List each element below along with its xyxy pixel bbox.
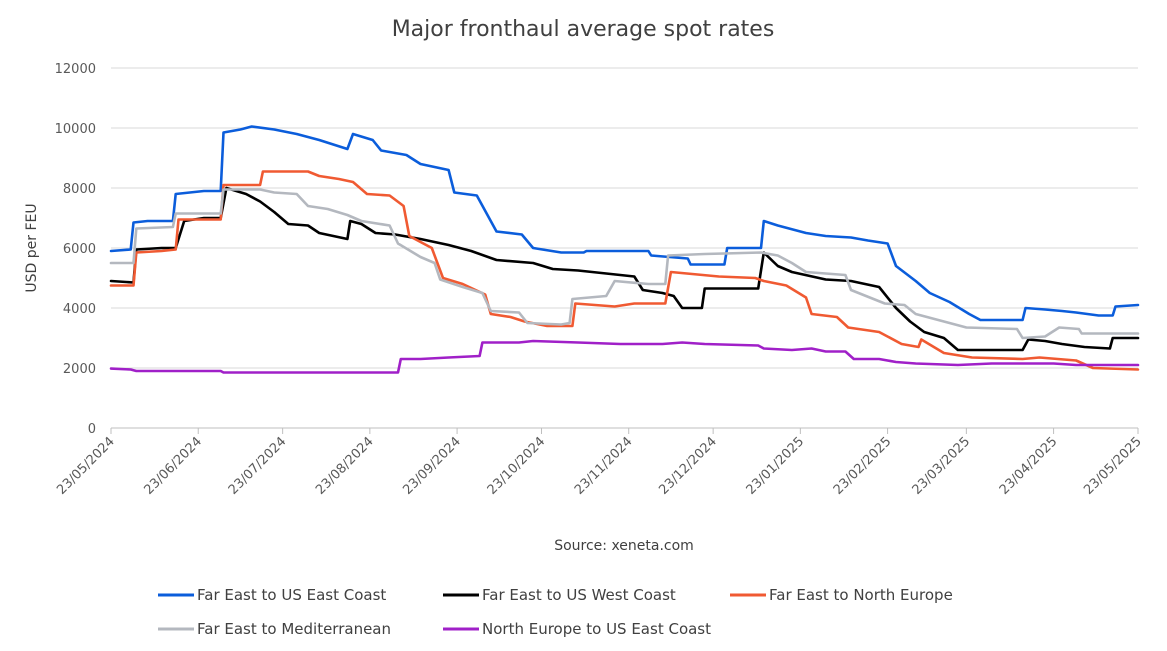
legend-label-4: North Europe to US East Coast xyxy=(482,620,711,638)
y-tick-label: 0 xyxy=(88,422,96,437)
legend-label-1: Far East to US West Coast xyxy=(482,586,676,604)
y-tick-label: 6000 xyxy=(63,242,96,257)
x-tick-label: 23/06/2024 xyxy=(141,434,205,498)
x-tick-label: 23/04/2025 xyxy=(997,434,1061,498)
y-axis-title: USD per FEU xyxy=(24,203,40,292)
y-axis: 0 2000 4000 6000 8000 10000 12000 xyxy=(55,62,96,437)
series-line-2 xyxy=(109,170,1140,371)
x-tick-label: 23/12/2024 xyxy=(656,434,720,498)
y-tick-label: 2000 xyxy=(63,362,96,377)
legend: Far East to US East Coast Far East to US … xyxy=(158,586,953,638)
source-note: Source: xeneta.com xyxy=(554,538,694,554)
x-tick-label: 23/05/2024 xyxy=(54,434,118,498)
x-tick-label: 23/11/2024 xyxy=(572,434,636,498)
y-tick-label: 4000 xyxy=(63,302,96,317)
chart-title: Major fronthaul average spot rates xyxy=(392,17,775,42)
legend-label-3: Far East to Mediterranean xyxy=(197,620,391,638)
series-line-3 xyxy=(109,188,1140,340)
x-tick-label: 23/05/2025 xyxy=(1081,434,1145,498)
y-tick-label: 8000 xyxy=(63,182,96,197)
legend-label-2: Far East to North Europe xyxy=(769,586,953,604)
gridlines xyxy=(111,67,1138,429)
y-tick-label: 10000 xyxy=(55,122,96,137)
series-lines xyxy=(109,125,1140,374)
x-tick-label: 23/09/2024 xyxy=(400,434,464,498)
x-tick-label: 23/03/2025 xyxy=(910,434,974,498)
x-tick-label: 23/10/2024 xyxy=(485,434,549,498)
series-line-4 xyxy=(109,339,1140,374)
legend-label-0: Far East to US East Coast xyxy=(197,586,386,604)
x-tick-label: 23/01/2025 xyxy=(744,434,808,498)
series-line-0 xyxy=(109,125,1140,322)
x-axis: 23/05/2024 23/06/2024 23/07/2024 23/08/2024… xyxy=(54,427,1145,498)
y-tick-label: 12000 xyxy=(55,62,96,77)
x-tick-label: 23/08/2024 xyxy=(313,434,377,498)
series-line-1 xyxy=(109,186,1140,352)
x-tick-label: 23/02/2025 xyxy=(831,434,895,498)
x-tick-label: 23/07/2024 xyxy=(226,434,290,498)
